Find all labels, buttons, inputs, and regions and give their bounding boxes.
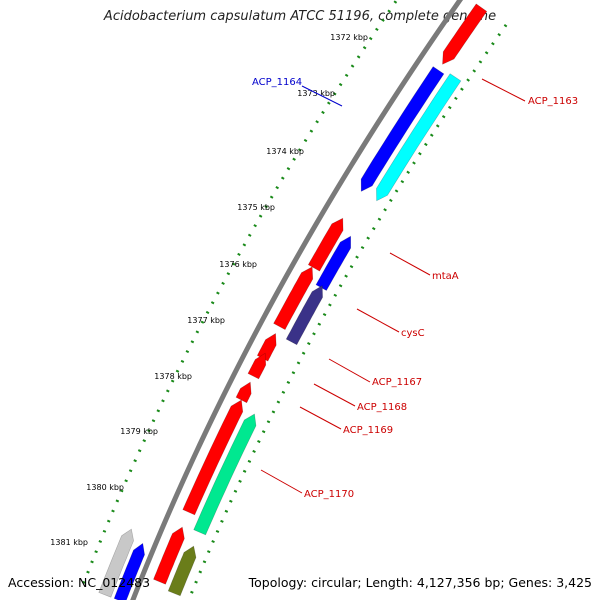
gene-label-acp-1167: ACP_1167 <box>372 377 422 388</box>
gene-label-mtaa: mtaA <box>432 271 459 282</box>
label-leader-line <box>481 78 526 102</box>
label-leader-line <box>260 469 303 494</box>
gene-block-downstream <box>153 526 185 585</box>
gene-block-downstream-cds <box>167 545 197 597</box>
gene-block-acp1170-cds <box>193 413 257 536</box>
tick-label: 1372 kbp <box>330 33 368 42</box>
gene-block-acp1164 <box>360 66 445 192</box>
gene-block-acp1168 <box>247 352 267 380</box>
gene-block-acp1170 <box>182 399 244 516</box>
tick-label: 1376 kbp <box>219 260 257 269</box>
gene-label-cysc: cysC <box>401 328 425 339</box>
label-leader-line <box>328 358 371 383</box>
gene-label-acp-1169: ACP_1169 <box>343 425 393 436</box>
tick-label: 1379 kbp <box>120 427 158 436</box>
gene-block-cysc <box>273 266 314 331</box>
tick-label: 1375 kbp <box>237 203 275 212</box>
gene-label-acp-1164: ACP_1164 <box>252 77 302 88</box>
tick-label: 1377 kbp <box>187 316 225 325</box>
tick-label: 1378 kbp <box>154 372 192 381</box>
topology-text: Topology: circular; Length: 4,127,356 bp… <box>248 575 592 590</box>
genome-title: Acidobacterium capsulatum ATCC 51196, co… <box>103 9 497 24</box>
label-leader-line <box>299 406 342 430</box>
gene-block-acp1167 <box>256 332 277 362</box>
tick-label: 1381 kbp <box>50 538 88 547</box>
label-leader-line <box>389 252 431 276</box>
gene-label-acp-1170: ACP_1170 <box>304 489 354 500</box>
label-leader-line <box>313 383 356 407</box>
gene-label-acp-1168: ACP_1168 <box>357 402 407 413</box>
accession-text: Accession: NC_012483 <box>8 575 151 590</box>
gene-block-mtaa-cds <box>315 235 352 291</box>
gene-block-cysc-cds <box>285 285 323 346</box>
gene-block-left-grey <box>98 528 134 598</box>
gene-label-acp-1163: ACP_1163 <box>528 96 578 107</box>
gene-block-acp1169 <box>235 381 252 404</box>
label-leader-line <box>356 308 400 333</box>
gene-block-left-blue <box>113 542 145 600</box>
gene-block-mtaa <box>307 217 344 272</box>
inner-dotted-ring <box>187 24 508 600</box>
gene-block-acp1164-cds <box>376 73 462 202</box>
tick-label: 1374 kbp <box>266 147 304 156</box>
backbone-arc <box>130 0 464 600</box>
tick-label: 1380 kbp <box>86 483 124 492</box>
gene-block-acp1163 <box>442 3 488 65</box>
label-leader-line <box>301 85 343 107</box>
